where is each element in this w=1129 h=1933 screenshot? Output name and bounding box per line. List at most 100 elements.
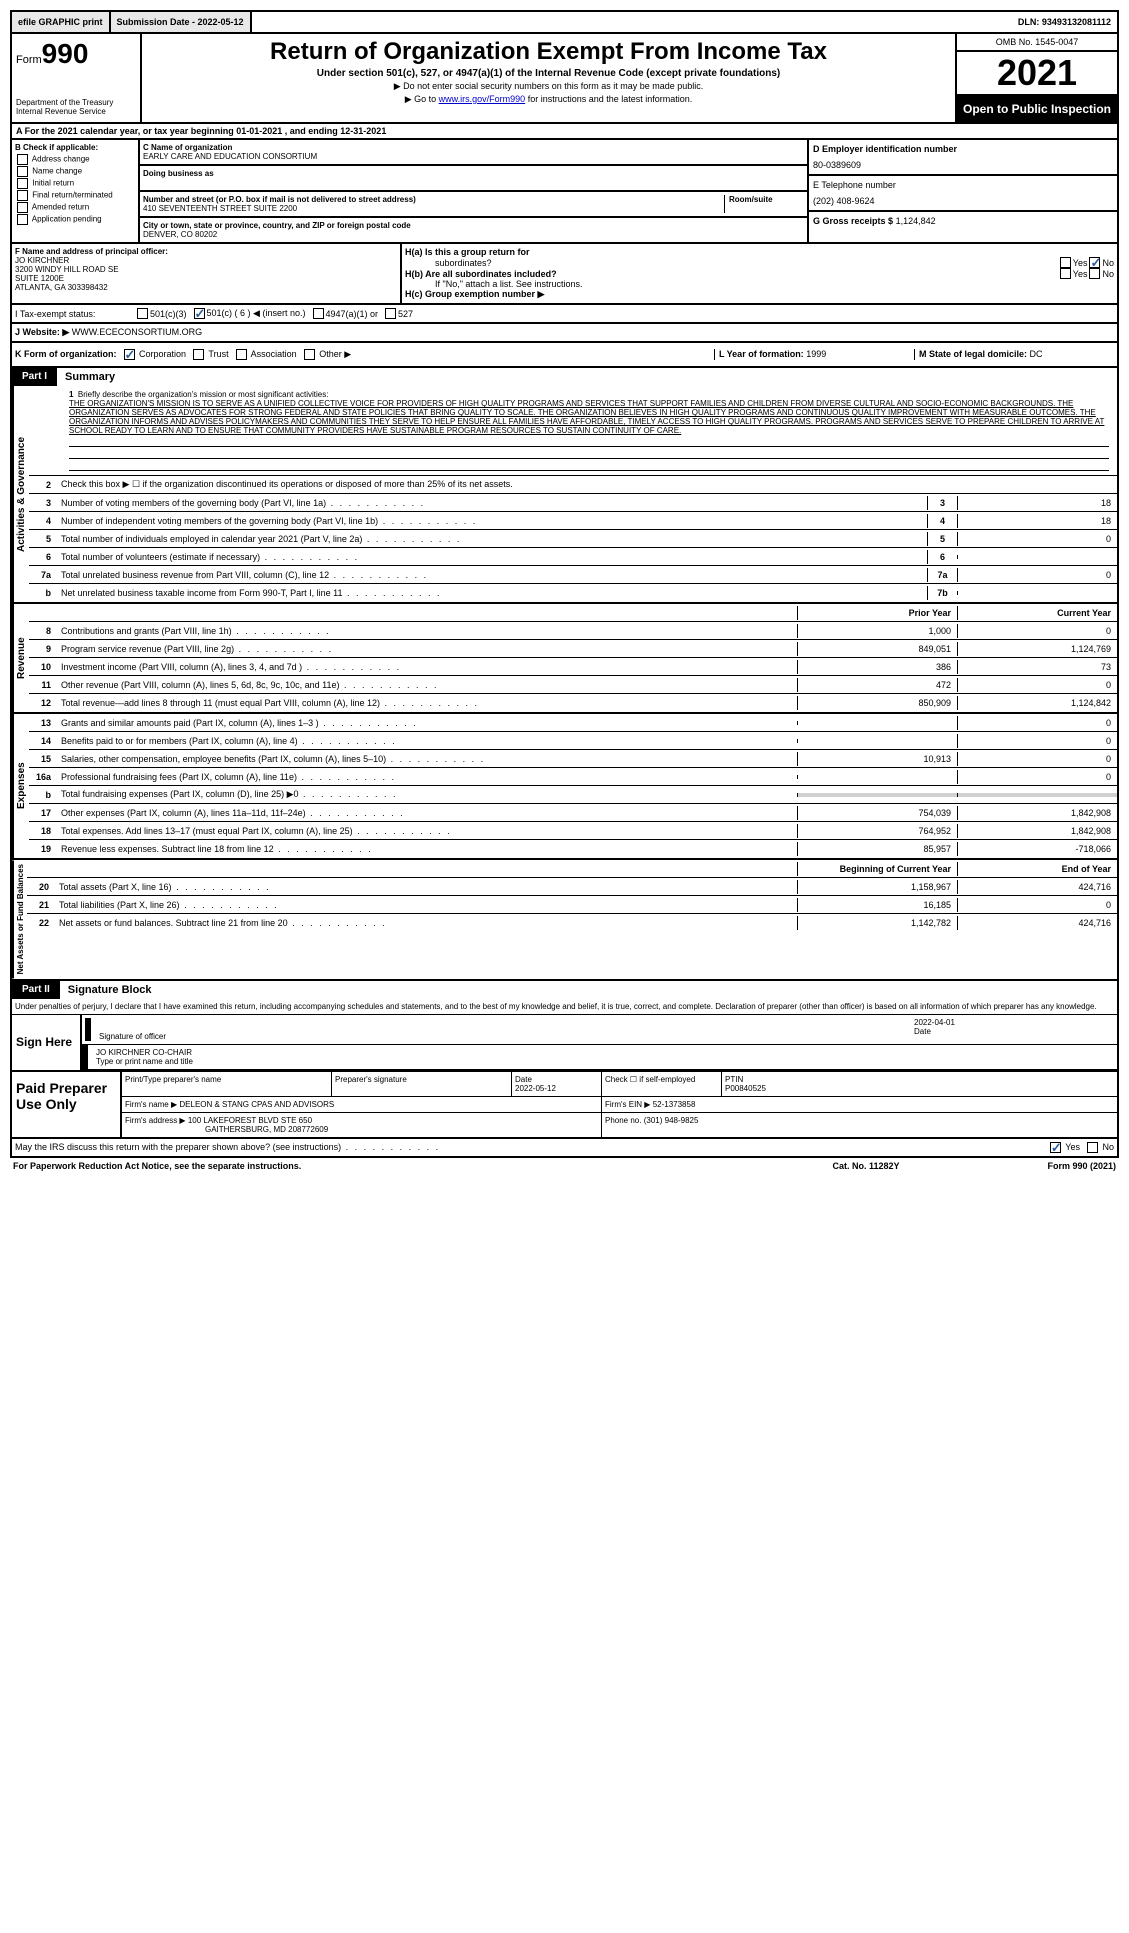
section-a: A For the 2021 calendar year, or tax yea…	[10, 124, 1119, 140]
table-row: 8Contributions and grants (Part VIII, li…	[29, 622, 1117, 640]
table-row: 3Number of voting members of the governi…	[29, 494, 1117, 512]
phone: (202) 408-9624	[813, 196, 1113, 206]
part1-net-assets: Net Assets or Fund Balances Beginning of…	[10, 860, 1119, 980]
dept-treasury: Department of the Treasury	[16, 98, 136, 107]
table-row: 12Total revenue—add lines 8 through 11 (…	[29, 694, 1117, 712]
table-row: 13Grants and similar amounts paid (Part …	[29, 714, 1117, 732]
paid-preparer: Paid Preparer Use Only Print/Type prepar…	[12, 1070, 1117, 1137]
check-name-change[interactable]: Name change	[15, 166, 135, 177]
line-1: 1 Briefly describe the organization's mi…	[29, 386, 1117, 476]
table-row: 19Revenue less expenses. Subtract line 1…	[29, 840, 1117, 858]
part1-expenses: Expenses 13Grants and similar amounts pa…	[10, 714, 1119, 860]
sections-b-through-g: B Check if applicable: Address change Na…	[10, 140, 1119, 244]
section-k-l-m: K Form of organization: Corporation Trus…	[10, 343, 1119, 368]
ptin: P00840525	[725, 1084, 766, 1093]
efile-label: efile GRAPHIC print	[12, 12, 111, 32]
table-row: 5Total number of individuals employed in…	[29, 530, 1117, 548]
irs-label: Internal Revenue Service	[16, 107, 136, 116]
part1-governance: Activities & Governance 1 Briefly descri…	[10, 386, 1119, 604]
sections-f-h: F Name and address of principal officer:…	[10, 244, 1119, 305]
status-501c3[interactable]	[137, 308, 148, 319]
org-association[interactable]	[236, 349, 247, 360]
form-subtitle: Under section 501(c), 527, or 4947(a)(1)…	[146, 68, 951, 79]
sections-d-e-g: D Employer identification number 80-0389…	[809, 140, 1119, 244]
org-city: DENVER, CO 80202	[143, 230, 804, 239]
status-501c[interactable]	[194, 308, 205, 319]
section-c: C Name of organization EARLY CARE AND ED…	[140, 140, 809, 244]
firm-name: DELEON & STANG CPAS AND ADVISORS	[179, 1100, 334, 1109]
discuss-yes[interactable]	[1050, 1142, 1061, 1153]
table-row: 4Number of independent voting members of…	[29, 512, 1117, 530]
section-h: H(a) Is this a group return for subordin…	[402, 244, 1117, 303]
table-row: 9Program service revenue (Part VIII, lin…	[29, 640, 1117, 658]
section-i: I Tax-exempt status: 501(c)(3) 501(c) ( …	[10, 305, 1119, 324]
gross-receipts: 1,124,842	[896, 216, 936, 226]
firm-address: 100 LAKEFOREST BLVD STE 650	[188, 1116, 312, 1125]
form-header: Form990 Department of the Treasury Inter…	[10, 34, 1119, 124]
ha-no[interactable]	[1089, 257, 1100, 268]
org-trust[interactable]	[193, 349, 204, 360]
table-row: 15Salaries, other compensation, employee…	[29, 750, 1117, 768]
prep-date: 2022-05-12	[515, 1084, 556, 1093]
part2-header: Part II Signature Block	[10, 981, 1119, 999]
website-url: WWW.ECECONSORTIUM.ORG	[72, 327, 202, 337]
table-row: 7aTotal unrelated business revenue from …	[29, 566, 1117, 584]
table-row: 16aProfessional fundraising fees (Part I…	[29, 768, 1117, 786]
section-b: B Check if applicable: Address change Na…	[10, 140, 140, 244]
org-address: 410 SEVENTEENTH STREET SUITE 2200	[143, 204, 724, 213]
ssn-note: ▶ Do not enter social security numbers o…	[146, 81, 951, 92]
perjury-statement: Under penalties of perjury, I declare th…	[12, 999, 1117, 1014]
table-row: bTotal fundraising expenses (Part IX, co…	[29, 786, 1117, 804]
check-address-change[interactable]: Address change	[15, 154, 135, 165]
ha-yes[interactable]	[1060, 257, 1071, 268]
officer-name: JO KIRCHNER	[15, 256, 397, 265]
officer-printed-name: JO KIRCHNER CO-CHAIR	[96, 1048, 1114, 1057]
check-initial-return[interactable]: Initial return	[15, 178, 135, 189]
status-527[interactable]	[385, 308, 396, 319]
org-name: EARLY CARE AND EDUCATION CONSORTIUM	[143, 152, 804, 161]
table-row: 17Other expenses (Part IX, column (A), l…	[29, 804, 1117, 822]
discuss-row: May the IRS discuss this return with the…	[10, 1139, 1119, 1158]
form-number: Form990	[16, 38, 136, 70]
part1-header: Part I Summary	[10, 368, 1119, 386]
tax-year: 2021	[957, 52, 1117, 96]
footer: For Paperwork Reduction Act Notice, see …	[10, 1158, 1119, 1174]
table-row: 10Investment income (Part VIII, column (…	[29, 658, 1117, 676]
table-row: 18Total expenses. Add lines 13–17 (must …	[29, 822, 1117, 840]
state-domicile: DC	[1030, 349, 1043, 359]
dln: DLN: 93493132081112	[1012, 12, 1117, 32]
table-row: 20Total assets (Part X, line 16)1,158,96…	[27, 878, 1117, 896]
check-application-pending[interactable]: Application pending	[15, 214, 135, 225]
goto-note: ▶ Go to www.irs.gov/Form990 for instruct…	[146, 94, 951, 105]
hb-yes[interactable]	[1060, 268, 1071, 279]
table-row: 22Net assets or fund balances. Subtract …	[27, 914, 1117, 932]
firm-ein: 52-1373858	[653, 1100, 696, 1109]
org-other[interactable]	[304, 349, 315, 360]
top-bar: efile GRAPHIC print Submission Date - 20…	[10, 10, 1119, 34]
table-row: 11Other revenue (Part VIII, column (A), …	[29, 676, 1117, 694]
mission-text: THE ORGANIZATION'S MISSION IS TO SERVE A…	[69, 399, 1109, 435]
status-4947[interactable]	[313, 308, 324, 319]
table-row: 6Total number of volunteers (estimate if…	[29, 548, 1117, 566]
form-title: Return of Organization Exempt From Incom…	[146, 38, 951, 66]
check-final-return[interactable]: Final return/terminated	[15, 190, 135, 201]
firm-phone: (301) 948-9825	[644, 1116, 699, 1125]
submission-date: Submission Date - 2022-05-12	[111, 12, 252, 32]
section-f: F Name and address of principal officer:…	[12, 244, 402, 303]
inspection-label: Open to Public Inspection	[957, 96, 1117, 122]
org-corporation[interactable]	[124, 349, 135, 360]
signature-block: Under penalties of perjury, I declare th…	[10, 999, 1119, 1139]
table-row: 14Benefits paid to or for members (Part …	[29, 732, 1117, 750]
omb-number: OMB No. 1545-0047	[957, 34, 1117, 52]
part1-revenue: Revenue Prior YearCurrent Year 8Contribu…	[10, 604, 1119, 714]
sig-date: 2022-04-01	[914, 1018, 1114, 1027]
check-amended-return[interactable]: Amended return	[15, 202, 135, 213]
section-j: J Website: ▶ WWW.ECECONSORTIUM.ORG	[10, 324, 1119, 343]
discuss-no[interactable]	[1087, 1142, 1098, 1153]
ein: 80-0389609	[813, 160, 1113, 170]
table-row: 21Total liabilities (Part X, line 26)16,…	[27, 896, 1117, 914]
hb-no[interactable]	[1089, 268, 1100, 279]
year-formation: 1999	[806, 349, 826, 359]
table-row: bNet unrelated business taxable income f…	[29, 584, 1117, 602]
irs-link[interactable]: www.irs.gov/Form990	[439, 94, 526, 104]
